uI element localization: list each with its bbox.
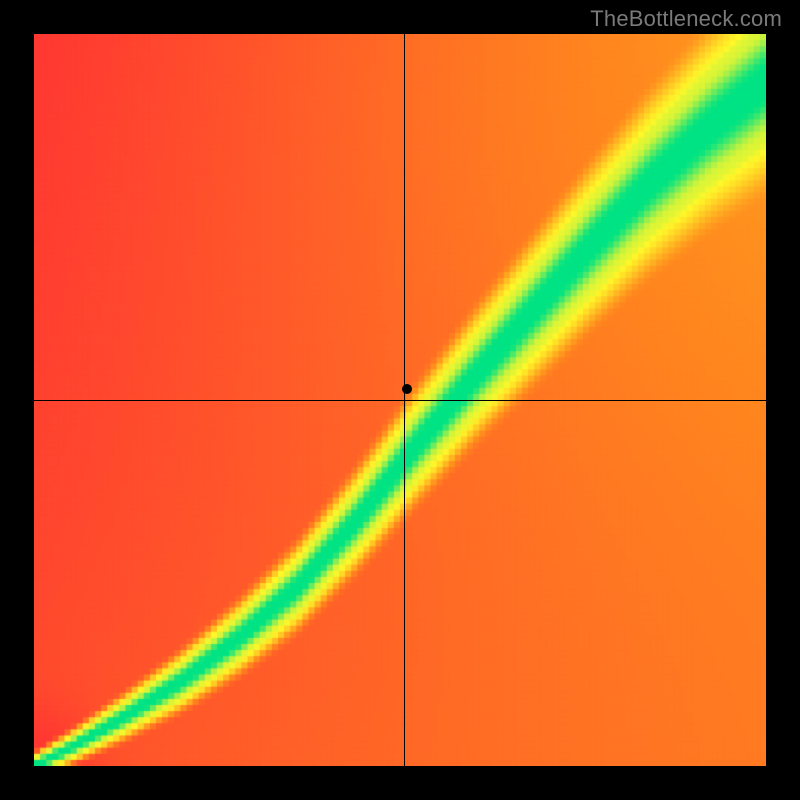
watermark-text: TheBottleneck.com bbox=[590, 6, 782, 32]
crosshair-marker bbox=[402, 384, 412, 394]
heatmap-frame bbox=[34, 34, 766, 766]
crosshair-horizontal bbox=[34, 400, 766, 401]
